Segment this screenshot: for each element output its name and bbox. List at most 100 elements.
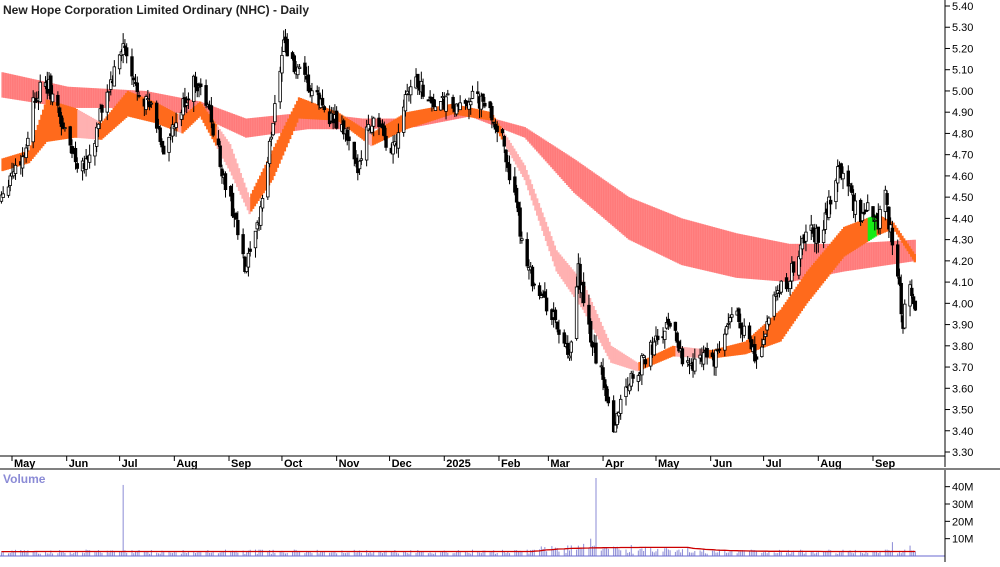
long-band-segment: [599, 177, 602, 216]
candle-up: [401, 106, 406, 133]
candle-down: [490, 106, 494, 121]
long-band-segment: [641, 202, 645, 247]
short-band-segment: [274, 143, 278, 172]
short-band-segment: [811, 265, 814, 297]
short-band-segment: [906, 243, 909, 252]
short-band-segment: [476, 109, 479, 119]
short-band-segment: [405, 112, 408, 130]
long-band-segment: [673, 215, 676, 262]
short-band-segment: [885, 218, 888, 232]
candle-down: [544, 297, 549, 312]
long-band-segment: [604, 181, 608, 221]
short-band-segment: [290, 111, 294, 135]
long-band-segment: [94, 88, 98, 108]
long-band-segment: [643, 203, 646, 248]
short-band-segment: [467, 107, 470, 117]
long-band-segment: [98, 88, 101, 108]
long-band-segment: [89, 87, 92, 108]
long-band-segment: [34, 79, 38, 103]
candle-up: [310, 90, 314, 97]
candle-up: [641, 355, 646, 358]
short-band-segment: [723, 346, 726, 357]
long-band-segment: [80, 87, 84, 108]
short-band-segment: [244, 187, 248, 207]
short-band-segment: [193, 106, 197, 122]
candle-up: [774, 294, 778, 297]
candle-up: [470, 90, 475, 99]
short-band-segment: [147, 99, 151, 122]
long-band-segment: [580, 163, 583, 199]
short-band-segment: [858, 220, 862, 247]
short-band-segment: [606, 337, 609, 357]
short-band-segment: [574, 273, 578, 300]
long-band-segment: [705, 225, 708, 271]
candle-down: [241, 234, 245, 255]
short-band-segment: [82, 112, 85, 139]
short-band-segment: [100, 122, 103, 140]
price-tick-label: 3.40: [952, 426, 973, 438]
short-band-segment: [562, 258, 565, 282]
short-band-segment: [197, 103, 200, 119]
long-band-segment: [221, 110, 225, 128]
short-band-segment: [3, 157, 6, 171]
candle-up: [105, 91, 109, 113]
short-band-segment: [740, 342, 744, 355]
long-band-segment: [234, 114, 237, 133]
short-band-segment: [93, 118, 96, 140]
short-band-segment: [13, 154, 17, 168]
candle-down: [495, 125, 499, 133]
candle-up: [761, 339, 766, 345]
long-band-segment: [518, 125, 521, 136]
long-band-segment: [682, 218, 685, 266]
long-band-segment: [458, 113, 461, 119]
candle-down: [587, 304, 591, 325]
long-band-segment: [386, 118, 389, 129]
candle-down: [890, 227, 895, 246]
long-band-segment: [311, 112, 315, 130]
short-band-segment: [638, 361, 641, 371]
short-band-segment: [1, 158, 4, 172]
long-band-segment: [645, 204, 648, 249]
short-band-segment: [498, 126, 502, 137]
long-band-segment: [310, 112, 313, 130]
long-band-segment: [326, 114, 329, 130]
short-band-segment: [569, 267, 572, 292]
short-band-segment: [4, 157, 8, 171]
short-band-segment: [461, 106, 465, 117]
short-band-segment: [814, 260, 818, 293]
long-band-segment: [700, 223, 703, 270]
short-band-segment: [507, 140, 511, 152]
long-band-segment: [747, 235, 751, 279]
candle-up: [821, 229, 826, 243]
short-band-segment: [29, 145, 33, 162]
short-band-segment: [874, 214, 878, 237]
long-band-segment: [438, 115, 442, 123]
candle-down: [675, 332, 679, 343]
short-band-segment: [615, 349, 618, 365]
short-band-segment: [804, 274, 807, 306]
short-band-segment: [719, 347, 722, 358]
short-band-segment: [221, 134, 225, 159]
candle-up: [433, 106, 438, 111]
long-band-segment: [541, 138, 544, 158]
short-band-segment: [772, 316, 775, 345]
long-band-segment: [454, 113, 458, 120]
candle-down: [896, 244, 900, 277]
candle-up: [663, 330, 667, 340]
short-band-segment: [463, 106, 467, 117]
candle-up: [804, 231, 808, 242]
time-tick-label: Mar: [550, 458, 570, 470]
short-band-segment: [797, 284, 800, 317]
short-band-segment: [326, 108, 329, 121]
long-band-segment: [558, 149, 562, 178]
candle-up: [767, 317, 771, 325]
short-band-segment: [857, 221, 860, 248]
short-band-segment: [904, 240, 908, 249]
short-band-segment: [613, 348, 617, 364]
long-band-segment: [610, 184, 613, 225]
long-band-segment: [63, 85, 66, 108]
candle-down: [354, 157, 358, 164]
candle-up: [266, 162, 270, 198]
short-band-segment: [668, 347, 671, 358]
long-band-segment: [698, 223, 701, 270]
